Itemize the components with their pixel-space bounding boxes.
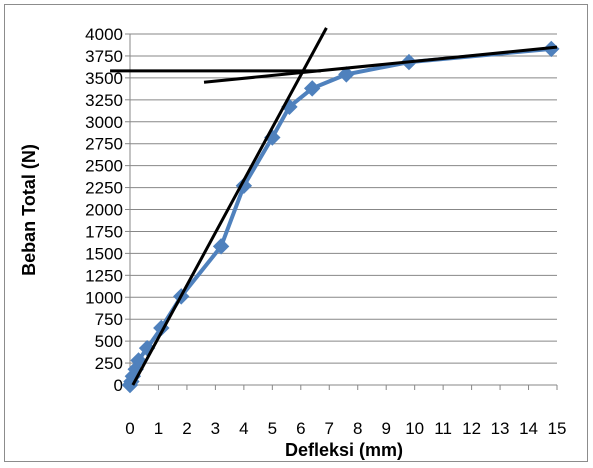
y-tick-label: 2500: [85, 157, 123, 176]
y-tick-label: 750: [95, 310, 123, 329]
x-tick-label: 7: [325, 419, 334, 438]
x-tick-label: 2: [182, 419, 191, 438]
x-tick-labels: 0 1 2 3 4 5 6 7 8 9 10 11 12 13 14 15: [125, 419, 566, 438]
x-tick-label: 15: [548, 419, 567, 438]
y-axis-title: Beban Total (N): [19, 144, 39, 276]
reference-line-2: [203, 45, 558, 84]
data-point: [338, 66, 355, 83]
data-point: [303, 80, 321, 97]
x-tick-label: 4: [239, 419, 248, 438]
y-tick-label: 1500: [85, 244, 123, 263]
x-tick-label: 5: [268, 419, 277, 438]
x-tick-label: 10: [405, 419, 424, 438]
y-tick-label: 2000: [85, 201, 123, 220]
y-tick-label: 1250: [85, 266, 123, 285]
y-tick-label: 3500: [85, 69, 123, 88]
y-tick-label: 2750: [85, 135, 123, 154]
y-tick-label: 500: [95, 332, 123, 351]
data-point: [130, 352, 147, 369]
x-tick-label: 9: [381, 419, 390, 438]
chart-frame: [4, 4, 588, 462]
y-tick-label: 3750: [85, 47, 123, 66]
x-tick-label: 8: [353, 419, 362, 438]
x-tick-label: 1: [154, 419, 163, 438]
x-axis-title: Defleksi (mm): [285, 440, 403, 460]
y-tick-label: 3250: [85, 91, 123, 110]
x-tick-label: 14: [519, 419, 538, 438]
x-tick-label: 0: [125, 419, 134, 438]
gridlines: [130, 33, 557, 386]
y-tick-label: 1000: [85, 288, 123, 307]
y-tick-label: 0: [114, 376, 123, 395]
y-tick-label: 1750: [85, 222, 123, 241]
x-tick-label: 6: [296, 419, 305, 438]
x-tick-label: 3: [211, 419, 220, 438]
y-tick-label: 3000: [85, 113, 123, 132]
reference-lines: [110, 27, 558, 386]
x-tick-label: 11: [434, 419, 452, 438]
x-tick-label: 12: [462, 419, 481, 438]
data-series: [121, 40, 560, 394]
y-tick-label: 4000: [85, 25, 123, 44]
data-point: [212, 238, 230, 255]
y-tick-labels: 0 250 500 750 1000 1250 1500 1750 2000 2250 2500 27…: [85, 25, 123, 395]
x-tick-label: 13: [491, 419, 510, 438]
y-tick-label: 2250: [85, 179, 123, 198]
axes: [125, 33, 558, 390]
reference-line-1: [131, 27, 328, 386]
y-tick-label: 250: [95, 354, 123, 373]
